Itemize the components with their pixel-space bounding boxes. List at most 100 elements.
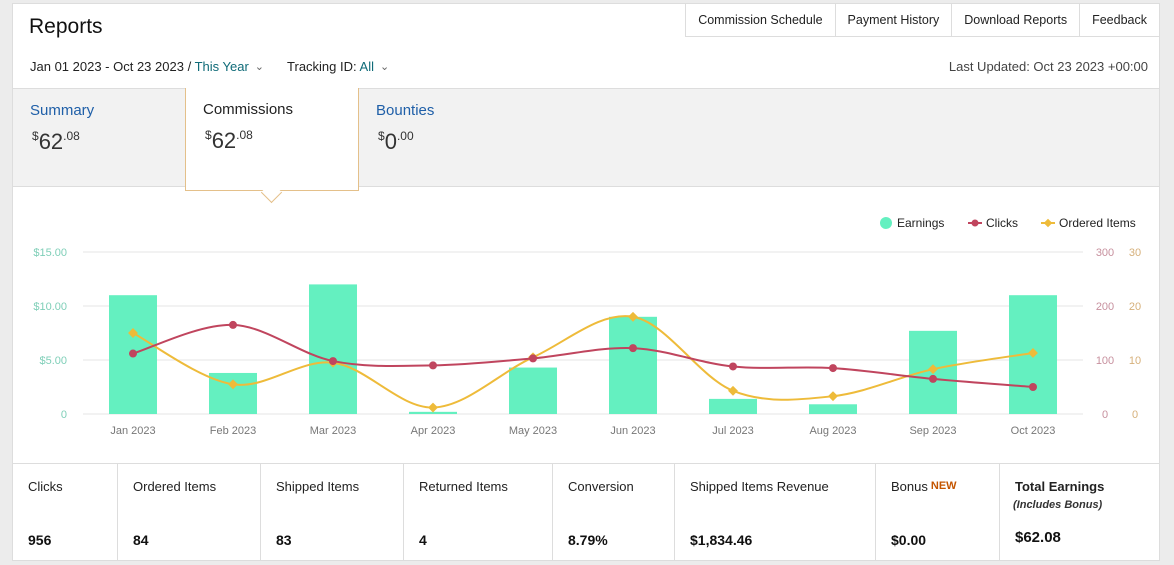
- stat-label: Clicks: [28, 479, 63, 494]
- legend-ordered-marker: [1043, 218, 1053, 228]
- y-tick-left: 0: [61, 409, 67, 421]
- tab-label[interactable]: Summary: [30, 102, 95, 119]
- stat-value: 84: [133, 532, 149, 548]
- point-clicks: [729, 362, 737, 371]
- tab-label[interactable]: Commissions: [203, 101, 294, 118]
- feedback-link[interactable]: Feedback: [1079, 4, 1159, 37]
- y-tick-right-clicks: 0: [1102, 409, 1108, 421]
- y-tick-right-items: 30: [1129, 247, 1141, 259]
- tab-label[interactable]: Bounties: [376, 102, 435, 119]
- stat-label: Returned Items: [419, 479, 508, 494]
- point-clicks: [429, 361, 437, 370]
- filter-bar: Jan 01 2023 - Oct 23 2023 / This Year ⌄ T…: [30, 59, 389, 74]
- stat-value: $62.08: [1015, 529, 1061, 546]
- tracking-label: Tracking ID:: [287, 59, 357, 74]
- tracking-id-dropdown[interactable]: Tracking ID: All ⌄: [287, 59, 389, 74]
- tab-bounties[interactable]: Bounties $0.00: [359, 89, 531, 186]
- period-dropdown[interactable]: This Year ⌄: [195, 59, 268, 74]
- tab-amount: $62.08: [32, 129, 80, 154]
- line-ordered-items: [132, 315, 1034, 409]
- y-tick-right-clicks: 300: [1096, 247, 1114, 259]
- x-tick-label: May 2023: [509, 425, 557, 437]
- x-tick-label: Jun 2023: [610, 425, 655, 437]
- payment-history-link[interactable]: Payment History: [834, 4, 952, 37]
- y-tick-left: $5.00: [39, 355, 67, 367]
- stat-label: Conversion: [568, 479, 634, 494]
- x-tick-label: Sep 2023: [909, 425, 956, 437]
- bar-earnings: [509, 367, 557, 414]
- stat-ordered-items: Ordered Items 84: [118, 464, 261, 561]
- point-ordered-items: [628, 311, 638, 322]
- x-tick-label: Feb 2023: [210, 425, 256, 437]
- legend-clicks-label: Clicks: [986, 216, 1018, 230]
- x-tick-label: Oct 2023: [1011, 425, 1056, 437]
- stat-sublabel: (Includes Bonus): [1013, 499, 1103, 511]
- stat-value: $0.00: [891, 532, 927, 548]
- point-clicks: [629, 344, 637, 353]
- y-tick-right-items: 10: [1129, 355, 1141, 367]
- stat-label: Ordered Items: [133, 479, 217, 494]
- stat-value: 956: [28, 532, 52, 548]
- date-range: Jan 01 2023 - Oct 23 2023: [30, 59, 184, 74]
- tab-summary[interactable]: Summary $62.08: [13, 89, 185, 186]
- y-tick-right-items: 0: [1132, 409, 1138, 421]
- point-clicks: [929, 374, 937, 383]
- stat-shipped-items: Shipped Items 83: [261, 464, 404, 561]
- stat-value: 4: [419, 532, 427, 548]
- point-clicks: [1029, 383, 1037, 391]
- stat-label: Shipped Items Revenue: [690, 479, 829, 494]
- stat-value: 8.79%: [568, 532, 608, 548]
- point-ordered-items: [128, 328, 138, 338]
- bar-earnings: [609, 316, 657, 414]
- x-tick-label: Apr 2023: [411, 425, 456, 437]
- tracking-value[interactable]: All: [359, 59, 374, 74]
- tab-amount: $62.08: [205, 128, 253, 153]
- legend-earnings-marker: [880, 217, 892, 229]
- tab-commissions[interactable]: Commissions $62.08: [185, 88, 359, 204]
- y-tick-left: $15.00: [33, 247, 67, 259]
- stat-label: Total Earnings: [1015, 479, 1105, 494]
- bar-earnings: [809, 404, 857, 414]
- point-ordered-items: [728, 385, 738, 396]
- line-clicks: [132, 323, 1034, 388]
- stat-value: 83: [276, 532, 292, 548]
- commission-schedule-link[interactable]: Commission Schedule: [685, 4, 835, 37]
- point-ordered-items: [1028, 348, 1038, 358]
- bar-earnings: [309, 284, 357, 414]
- new-badge: NEW: [930, 480, 957, 492]
- x-tick-label: Mar 2023: [310, 425, 356, 437]
- stat-label: Bonus NEW: [891, 479, 957, 494]
- stat-value: $1,834.46: [690, 532, 753, 548]
- report-tabs: Summary $62.08 Commissions $62.08 Bounti…: [13, 88, 1159, 204]
- point-ordered-items: [428, 402, 438, 413]
- point-clicks: [529, 354, 537, 363]
- stat-clicks: Clicks 956: [13, 464, 118, 561]
- download-reports-link[interactable]: Download Reports: [951, 4, 1080, 37]
- point-clicks: [129, 349, 137, 358]
- y-tick-right-clicks: 100: [1096, 355, 1114, 367]
- point-ordered-items: [228, 379, 238, 390]
- y-tick-left: $10.00: [33, 301, 67, 313]
- period-value[interactable]: This Year: [194, 59, 249, 74]
- stat-shipped-revenue: Shipped Items Revenue $1,834.46: [675, 464, 876, 561]
- point-clicks: [229, 320, 237, 329]
- chevron-down-icon[interactable]: ⌄: [379, 61, 390, 73]
- stat-label: Shipped Items: [276, 479, 360, 494]
- stat-total-earnings: Total Earnings (Includes Bonus) $62.08: [1000, 464, 1159, 561]
- y-tick-right-items: 20: [1129, 301, 1141, 313]
- legend-ordered-label: Ordered Items: [1059, 216, 1136, 230]
- x-tick-label: Jan 2023: [110, 425, 155, 437]
- page-title: Reports: [29, 15, 103, 38]
- chevron-down-icon[interactable]: ⌄: [254, 61, 265, 73]
- top-links: Commission Schedule Payment History Down…: [685, 4, 1159, 37]
- date-separator: /: [187, 59, 192, 74]
- point-ordered-items: [828, 391, 838, 402]
- x-tick-label: Jul 2023: [712, 425, 754, 437]
- stats-bar: Clicks 956 Ordered Items 84 Shipped Item…: [13, 463, 1159, 561]
- stat-conversion: Conversion 8.79%: [553, 464, 675, 561]
- bar-earnings: [409, 411, 457, 414]
- stat-returned-items: Returned Items 4: [404, 464, 553, 561]
- point-ordered-items: [928, 364, 938, 375]
- x-tick-label: Aug 2023: [809, 425, 856, 437]
- y-tick-right-clicks: 200: [1096, 301, 1114, 313]
